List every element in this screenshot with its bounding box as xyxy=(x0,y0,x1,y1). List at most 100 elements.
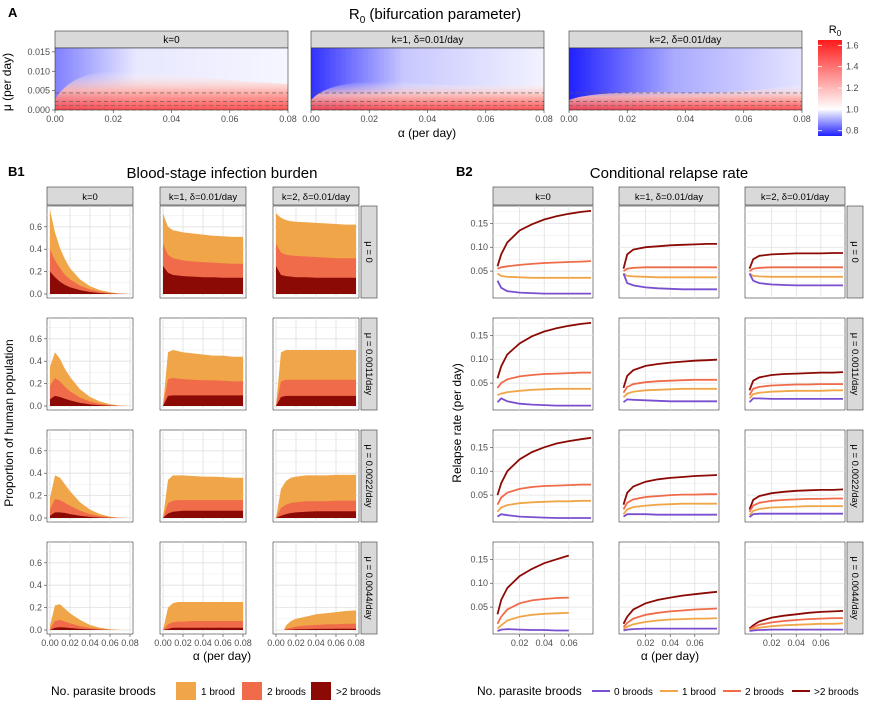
b1-xtick-label-1-3: 0.06 xyxy=(214,638,232,648)
b1-area-2-broods-3 xyxy=(50,378,130,406)
b1-legend-key-3 xyxy=(311,682,331,700)
b2-legend-label-2: 2 broods xyxy=(745,687,784,698)
b2-row-strip-label-2: μ = 0.0022/day xyxy=(849,444,860,508)
b1-area--2-broods-10 xyxy=(163,627,243,630)
b1-ytick-label-3-2: 0.4 xyxy=(29,580,42,590)
b1-xtick-label-1-0: 0.00 xyxy=(154,638,172,648)
b1-area--2-broods-9 xyxy=(50,627,130,630)
xtick-label-a-1-0: 0.00 xyxy=(302,114,320,124)
panel-b2-label: B2 xyxy=(456,164,473,179)
b2-panel-1-0 xyxy=(492,317,594,411)
b1-ytick-label-3-1: 0.2 xyxy=(29,603,42,613)
b2-line-1-brood-4 xyxy=(622,387,717,399)
b1-ytick-label-2-0: 0.0 xyxy=(29,513,42,523)
b2-col-strip-label-0: k=0 xyxy=(535,192,551,203)
b2-xtick-label-0-2: 0.06 xyxy=(560,638,578,648)
b1-ytick-label-1-1: 0.2 xyxy=(29,379,42,389)
ytick-label-a-3: 0.015 xyxy=(27,47,50,57)
b2-line-2-broods-10 xyxy=(622,607,718,628)
b1-xtick-label-1-4: 0.08 xyxy=(234,638,252,648)
b2-line-1-brood-8 xyxy=(748,505,843,516)
b1-area--2-broods-6 xyxy=(50,512,130,518)
b1-ytick-label-3-0: 0.0 xyxy=(29,625,42,635)
b2-line--2-broods-3 xyxy=(496,322,592,379)
panel-b2-ylabel: Relapse rate (per day) xyxy=(450,363,464,482)
b2-ytick-label-3-2: 0.15 xyxy=(470,554,488,564)
panel-a-label: A xyxy=(8,5,18,20)
b2-line-1-brood-10 xyxy=(623,617,718,630)
b2-line-0-broods-2 xyxy=(748,273,843,287)
b2-line-0-broods-4 xyxy=(622,398,717,403)
panel-a-title-rest: (bifurcation parameter) xyxy=(365,6,521,23)
b1-area-1-brood-0 xyxy=(50,210,130,294)
b1-col-strip-0 xyxy=(46,186,134,206)
b2-line--2-broods-8 xyxy=(748,488,844,510)
b1-row-strip-2 xyxy=(360,429,378,523)
b2-line--2-broods-10 xyxy=(622,590,718,625)
b2-xtick-label-0-0: 0.02 xyxy=(511,638,529,648)
b2-line--2-broods-2 xyxy=(748,252,843,270)
xtick-label-a-2-0: 0.00 xyxy=(560,114,578,124)
b1-xtick-label-0-2: 0.04 xyxy=(81,638,99,648)
b1-area-2-broods-0 xyxy=(50,249,130,294)
b2-xtick-label-1-1: 0.04 xyxy=(661,638,679,648)
b1-col-strip-1 xyxy=(159,186,247,206)
panel-a-title: R0 (bifurcation parameter) xyxy=(349,6,521,26)
panel-b1-ylabel: Proportion of human population xyxy=(2,339,16,506)
b1-area--2-broods-1 xyxy=(163,266,243,294)
b2-row-strip-1 xyxy=(846,317,864,411)
b2-line-0-broods-9 xyxy=(497,628,569,632)
strip-a-label-1: k=1, δ=0.01/day xyxy=(392,35,464,46)
b2-line-2-broods-0 xyxy=(497,260,592,270)
b1-area--2-broods-2 xyxy=(276,266,356,294)
xtick-label-a-1-1: 0.02 xyxy=(360,114,378,124)
b2-row-strip-label-1: μ = 0.0011/day xyxy=(849,333,860,396)
b2-ytick-label-1-1: 0.10 xyxy=(470,354,488,364)
b2-row-strip-label-3: μ = 0.0044/day xyxy=(849,556,860,620)
b2-ytick-label-0-0: 0.05 xyxy=(470,266,488,276)
b1-xtick-label-0-3: 0.06 xyxy=(101,638,119,648)
b2-ytick-label-1-2: 0.15 xyxy=(470,330,488,340)
b1-col-strip-label-1: k=1, δ=0.01/day xyxy=(169,192,237,203)
b1-area--2-broods-4 xyxy=(163,395,243,406)
b2-row-strip-3 xyxy=(846,541,864,635)
b2-line-2-broods-11 xyxy=(749,617,843,631)
ytick-label-a-2: 0.010 xyxy=(27,66,50,76)
xtick-label-a-1-4: 0.08 xyxy=(535,114,553,124)
xtick-label-a-1-3: 0.06 xyxy=(477,114,495,124)
b1-legend-key-1 xyxy=(176,682,196,700)
b1-col-strip-2 xyxy=(272,186,360,206)
b2-line-2-broods-6 xyxy=(496,483,591,506)
colorbar-title: R0 xyxy=(829,24,842,38)
panel-b1-title: Blood-stage infection burden xyxy=(127,165,318,182)
b2-row-strip-0 xyxy=(846,205,864,299)
b2-line--2-broods-5 xyxy=(748,371,844,391)
b2-line-1-brood-1 xyxy=(623,272,717,279)
b2-row-strip-label-0: μ = 0 xyxy=(849,241,860,263)
ytick-label-a-0: 0.000 xyxy=(27,105,50,115)
b2-panel-1-1 xyxy=(618,317,720,411)
b2-panel-0-0 xyxy=(492,205,594,299)
b2-line-0-broods-6 xyxy=(497,513,591,519)
heatmap-a-high-2 xyxy=(569,84,802,110)
b2-col-strip-label-1: k=1, δ=0.01/day xyxy=(635,192,703,203)
b2-ytick-label-2-0: 0.05 xyxy=(470,490,488,500)
b1-xtick-label-2-4: 0.08 xyxy=(347,638,365,648)
b1-legend-label-3: >2 broods xyxy=(336,687,381,698)
b1-ytick-label-1-0: 0.0 xyxy=(29,401,42,411)
b2-xtick-label-2-1: 0.04 xyxy=(787,638,805,648)
b1-area--2-broods-7 xyxy=(163,510,243,518)
b1-row-strip-0 xyxy=(360,205,378,299)
strip-a-label-0: k=0 xyxy=(163,35,180,46)
b2-line-0-broods-7 xyxy=(623,513,717,518)
b1-xtick-label-2-3: 0.06 xyxy=(327,638,345,648)
ytick-label-a-1: 0.005 xyxy=(27,86,50,96)
colorbar-label-1: 1.4 xyxy=(846,62,859,72)
b1-area--2-broods-3 xyxy=(50,395,130,406)
b2-line--2-broods-7 xyxy=(622,474,718,505)
b2-panel-0-2 xyxy=(744,205,846,299)
b1-legend-key-2 xyxy=(242,682,262,700)
b1-xtick-label-1-2: 0.04 xyxy=(194,638,212,648)
b2-line--2-broods-0 xyxy=(496,210,592,267)
b1-area--2-broods-8 xyxy=(276,511,356,518)
